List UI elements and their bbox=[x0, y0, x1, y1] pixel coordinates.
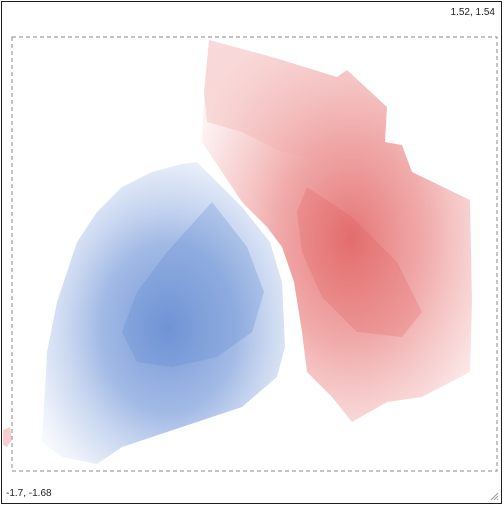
resize-grip-icon[interactable] bbox=[489, 491, 499, 501]
top-right-coordinate: 1.52, 1.54 bbox=[450, 7, 495, 18]
bottom-left-coordinate: -1.7, -1.68 bbox=[6, 488, 52, 499]
red-density-upper bbox=[204, 40, 387, 162]
selection-rectangle bbox=[11, 36, 498, 472]
blue-density-core bbox=[122, 202, 264, 367]
blue-density-region bbox=[42, 162, 285, 464]
red-density-core bbox=[297, 187, 422, 337]
red-edge-fragment bbox=[3, 427, 12, 447]
